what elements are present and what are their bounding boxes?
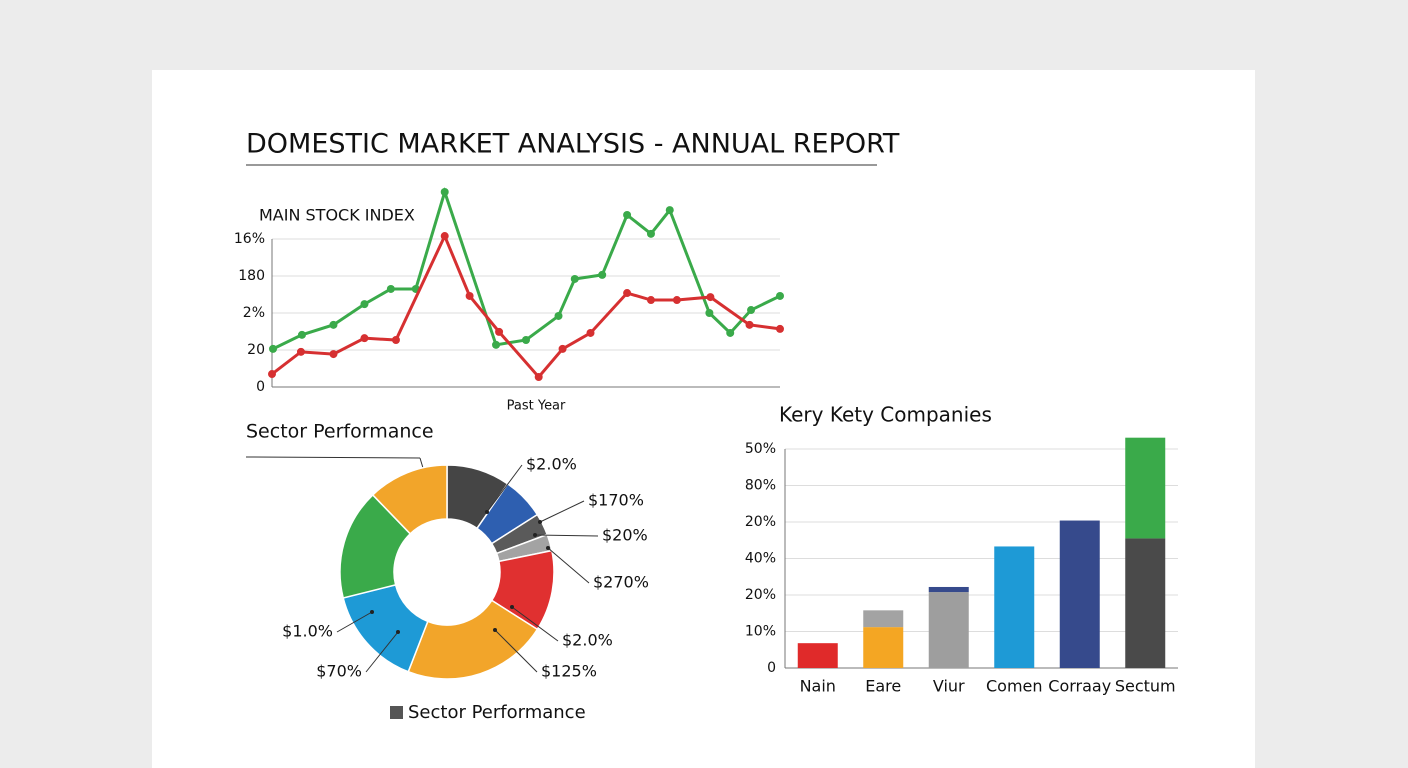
x-tick-label: Viur [933, 677, 965, 696]
legend-swatch [390, 706, 403, 719]
x-axis-label: Past Year [507, 399, 566, 414]
line-point [665, 206, 674, 215]
slice-annotation: $2.0% [526, 455, 577, 474]
leader-dot [533, 533, 537, 537]
y-tick-label: 20% [745, 587, 776, 603]
line-point [440, 232, 449, 241]
slice-annotation: $270% [593, 573, 649, 592]
line-point [534, 373, 543, 382]
line-point [268, 370, 276, 379]
leader-dot [493, 628, 497, 632]
bar-segment [863, 627, 904, 668]
line-point [297, 330, 306, 339]
line-point [391, 336, 400, 345]
line-point [776, 291, 784, 300]
line-point [440, 188, 449, 197]
bar-segment [863, 610, 904, 628]
line-point [705, 309, 714, 317]
leader-line [539, 500, 585, 523]
x-tick-label: Comen [986, 677, 1043, 696]
line-point [672, 296, 681, 305]
slice-annotation: $125% [541, 662, 597, 681]
bar-segment [1125, 538, 1166, 668]
leader-line [547, 547, 590, 584]
line-point [623, 289, 632, 298]
line-point [726, 328, 735, 337]
y-tick-label: 0 [767, 660, 776, 676]
y-tick-label: 180 [238, 268, 265, 284]
y-tick-label: 10% [745, 624, 776, 640]
line-point [776, 324, 784, 333]
slice-annotation: $70% [316, 662, 362, 681]
bar-segment [928, 592, 969, 668]
x-tick-label: Sectum [1115, 677, 1176, 696]
line-point [554, 311, 563, 320]
pie-slice [371, 464, 448, 535]
leader-line [365, 631, 399, 673]
line-point [492, 340, 501, 349]
report-title: DOMESTIC MARKET ANALYSIS - ANNUAL REPORT [246, 129, 900, 160]
line-point [296, 347, 305, 356]
line-point [269, 344, 278, 353]
leader-dot [538, 520, 542, 524]
bar-segment [1125, 437, 1166, 539]
slice-annotation: $20% [602, 526, 648, 545]
line-point [747, 306, 756, 315]
y-tick-label: 40% [745, 551, 776, 567]
line-point [522, 336, 530, 345]
y-tick-label: 0 [256, 379, 265, 395]
y-tick-label: 16% [234, 231, 265, 247]
bar-segment [994, 546, 1035, 668]
y-tick-label: 20 [247, 342, 265, 358]
pie-slice [407, 599, 539, 680]
leader-dot [485, 510, 489, 514]
line-point [586, 328, 595, 337]
bar-segment [797, 643, 838, 668]
chart-title: MAIN STOCK INDEX [259, 206, 415, 225]
leader-dot [510, 605, 514, 609]
line-point [706, 293, 715, 302]
leader-dot [546, 546, 550, 550]
bar-segment [928, 586, 969, 593]
x-tick-label: Nain [800, 677, 836, 696]
line-point [495, 327, 504, 336]
x-tick-label: Eare [865, 677, 901, 696]
line-point [570, 274, 579, 283]
line-point [329, 320, 338, 329]
line-point [360, 334, 369, 343]
line-point [386, 284, 395, 293]
line-point [598, 270, 607, 279]
bar-segment [1059, 520, 1100, 668]
leader-line [486, 464, 523, 513]
leader-dot [370, 610, 374, 614]
y-tick-label: 50% [745, 441, 776, 457]
slice-annotation: $2.0% [562, 631, 613, 650]
y-tick-label: 20% [745, 514, 776, 530]
slice-annotation: $1.0% [282, 622, 333, 641]
leader-line [336, 611, 373, 633]
chart-title: Kery Kety Companies [779, 403, 992, 427]
leader-line [511, 606, 559, 642]
x-tick-label: Corraay [1048, 677, 1111, 696]
chart-title: Sector Performance [246, 421, 434, 443]
line-point [745, 320, 754, 329]
line-point [646, 296, 655, 305]
slice-annotation: $170% [588, 491, 644, 510]
y-tick-label: 80% [745, 478, 776, 494]
leader-line [245, 456, 421, 459]
line-point [329, 350, 338, 359]
line-point [623, 210, 632, 219]
legend-label: Sector Performance [408, 702, 586, 723]
line-point [558, 344, 567, 353]
leader-line [494, 629, 538, 673]
leader-dot [396, 630, 400, 634]
line-point [465, 291, 474, 300]
leader-line [534, 534, 599, 537]
y-tick-label: 2% [243, 305, 265, 321]
line-point [360, 300, 369, 309]
line-point [646, 229, 655, 238]
